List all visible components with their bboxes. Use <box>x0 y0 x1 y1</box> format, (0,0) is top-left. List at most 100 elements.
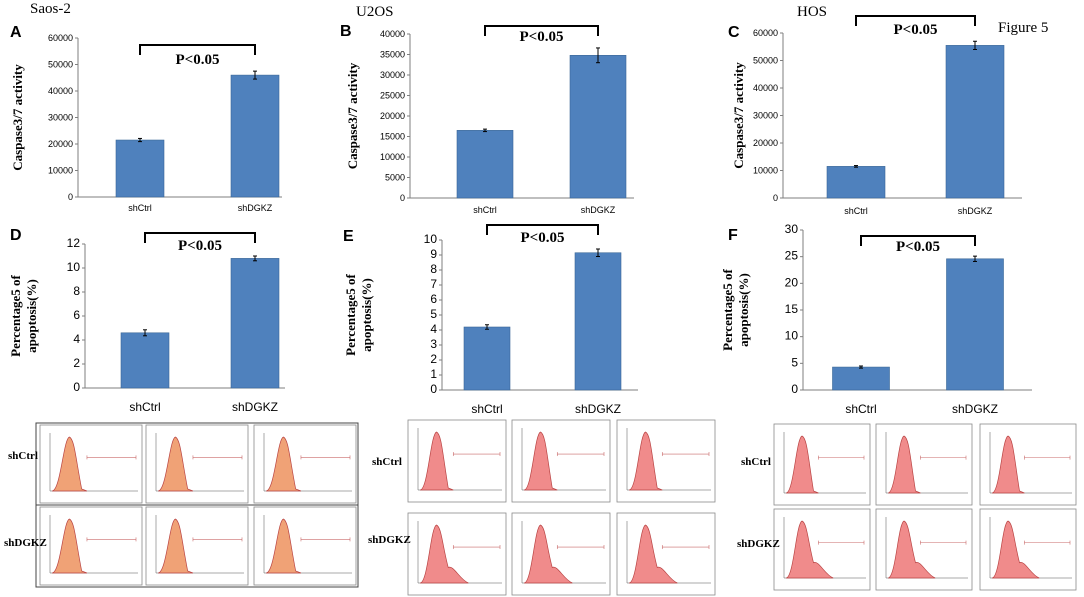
flow-row-label-2a: shCtrl <box>372 456 402 468</box>
significance-bracket <box>139 44 256 55</box>
y-tick-label: 60000 <box>48 33 73 43</box>
y-tick-label: 6 <box>73 308 80 322</box>
y-axis-label: Caspase3/7 activity <box>731 62 746 169</box>
bar-shDGKZ <box>574 252 622 391</box>
y-tick-label: 30000 <box>380 70 405 80</box>
flow-peak <box>157 518 194 574</box>
flow-row-label-3a: shCtrl <box>741 456 771 468</box>
flow-peak <box>51 436 88 492</box>
flow-histogram <box>39 506 143 586</box>
panel-letter: A <box>10 24 22 41</box>
y-tick-label: 8 <box>73 284 80 298</box>
panel-letter: E <box>343 228 354 245</box>
bar-shCtrl <box>120 332 170 389</box>
flow-peak <box>991 520 1040 579</box>
y-tick-label: 0 <box>791 382 798 396</box>
flow-row-label-2b: shDGKZ <box>368 534 411 546</box>
y-axis-label-2: apoptosis(%) <box>359 278 374 352</box>
flow-histogram <box>407 419 507 503</box>
y-tick-label: 35000 <box>380 50 405 60</box>
y-axis-label: Caspase3/7 activity <box>10 64 25 171</box>
y-tick-label: 10 <box>67 260 81 274</box>
y-tick-label: 25 <box>785 249 799 263</box>
y-tick-label: 2 <box>73 356 80 370</box>
category-label: shDGKZ <box>238 203 273 213</box>
panel-letter: C <box>728 24 740 41</box>
flow-group-1 <box>35 422 359 588</box>
y-tick-label: 40000 <box>48 86 73 96</box>
category-label: shCtrl <box>473 205 497 215</box>
y-tick-label: 20000 <box>48 139 73 149</box>
bar-shCtrl <box>832 366 890 391</box>
bar-chart-f: F 0 5 10 15 20 25 30 Percentage5 of apoptosis(%) s… <box>720 222 1032 416</box>
y-axis-label: Percentage5 of <box>720 268 735 350</box>
y-tick-label: 5000 <box>385 173 405 183</box>
bar-shDGKZ <box>230 74 280 198</box>
y-tick-label: 10 <box>785 329 799 343</box>
flow-histogram <box>773 508 871 591</box>
y-tick-label: 10000 <box>380 152 405 162</box>
category-label: shDGKZ <box>581 205 616 215</box>
significance-label: P<0.05 <box>894 22 938 38</box>
significance-bracket <box>855 15 976 26</box>
flow-frame-bottom <box>35 504 359 588</box>
y-tick-label: 4 <box>73 332 80 346</box>
flow-peak <box>523 431 558 491</box>
y-tick-label: 60000 <box>753 28 778 38</box>
significance-label: P<0.05 <box>178 238 222 254</box>
category-label: shCtrl <box>845 402 876 416</box>
significance-label: P<0.05 <box>896 239 940 255</box>
category-label: shDGKZ <box>958 206 993 216</box>
category-label: shDGKZ <box>952 402 998 416</box>
flow-peak <box>785 520 834 579</box>
flow-histogram <box>616 419 716 503</box>
category-label: shDGKZ <box>575 402 621 416</box>
y-axis-label: Percentage5 of <box>343 273 358 355</box>
flow-peak <box>628 431 663 491</box>
category-label: shCtrl <box>129 400 160 414</box>
bar-chart-c: C HOS 0 10000 20000 30000 40000 50000 60000 Caspa… <box>728 4 1022 216</box>
flow-peak <box>265 518 302 574</box>
flow-row-label-3b: shDGKZ <box>737 538 780 550</box>
significance-bracket <box>144 232 256 243</box>
y-tick-label: 15000 <box>380 132 405 142</box>
flow-peak <box>887 520 936 579</box>
y-tick-label: 2 <box>430 352 437 366</box>
flow-row-label-1a: shCtrl <box>8 450 38 462</box>
panel-letter: F <box>728 227 738 244</box>
y-tick-label: 5 <box>430 307 437 321</box>
y-tick-label: 40000 <box>380 29 405 39</box>
bar-shCtrl <box>456 130 514 199</box>
flow-histogram <box>145 424 249 504</box>
flow-histogram <box>979 423 1077 506</box>
y-tick-label: 0 <box>430 382 437 396</box>
bar-charts: ASaos-20100002000030000400005000060000Ca… <box>8 1 1032 416</box>
y-tick-label: 30000 <box>753 111 778 121</box>
bar-shDGKZ <box>946 258 1004 391</box>
bar-shCtrl <box>115 139 165 198</box>
category-label: shCtrl <box>844 206 868 216</box>
y-axis-label: Percentage5 of <box>8 274 23 356</box>
y-tick-label: 50000 <box>753 56 778 66</box>
y-tick-label: 10 <box>424 232 438 246</box>
figure-label: Figure 5 <box>998 20 1048 36</box>
y-tick-label: 7 <box>430 277 437 291</box>
flow-peak <box>785 435 819 494</box>
y-tick-label: 20000 <box>753 138 778 148</box>
cell-line-title: HOS <box>797 4 827 20</box>
flow-histogram <box>253 424 357 504</box>
flow-histogram <box>773 423 871 506</box>
panel-letter: D <box>10 227 22 244</box>
flow-histogram <box>511 419 611 503</box>
bar-shDGKZ <box>230 258 280 389</box>
cell-line-title: U2OS <box>356 4 394 20</box>
bar-chart-a: A Saos-2 0 10000 20000 30000 40000 50000 60000 Ca… <box>10 1 282 213</box>
flow-peak <box>51 518 88 574</box>
flow-peak <box>265 436 302 492</box>
y-tick-label: 6 <box>430 292 437 306</box>
flow-histogram <box>511 512 611 596</box>
flow-histogram <box>875 423 973 506</box>
category-label: shCtrl <box>471 402 502 416</box>
flow-histogram <box>145 506 249 586</box>
